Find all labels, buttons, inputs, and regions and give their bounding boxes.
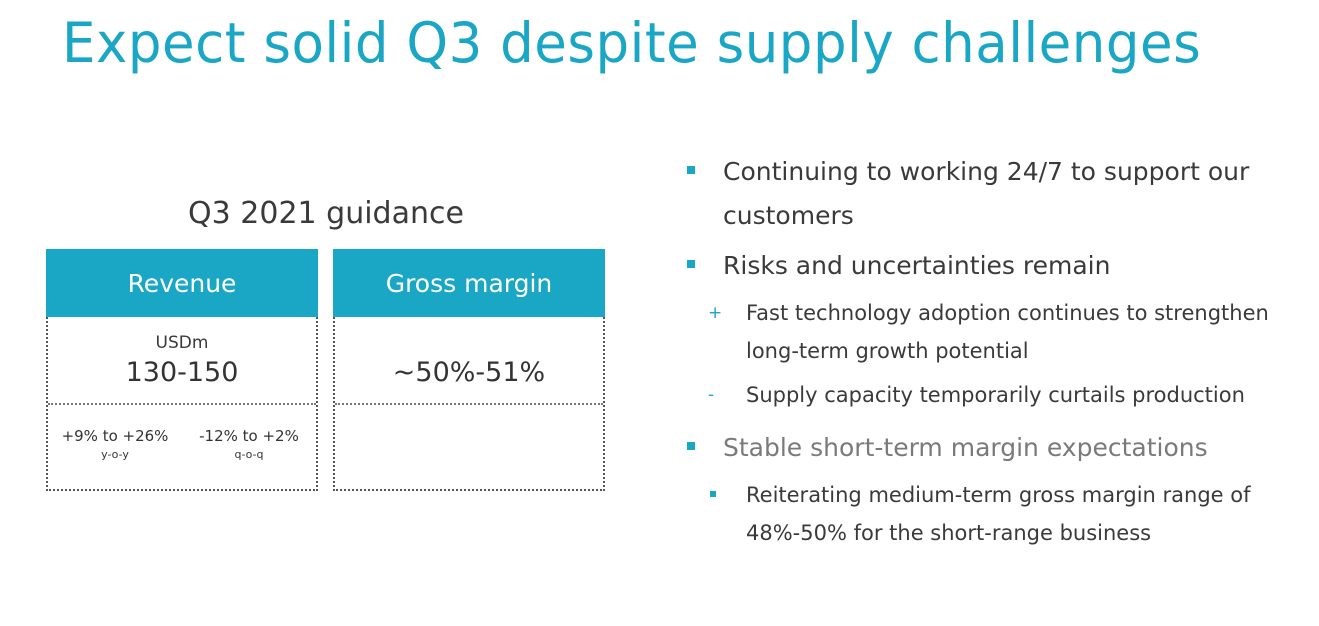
square-bullet-icon [687, 166, 695, 174]
bullet-item: Continuing to working 24/7 to support ou… [683, 150, 1303, 238]
revenue-value: 130-150 [125, 357, 239, 388]
small-square-bullet-icon [710, 491, 716, 497]
revenue-qoq-label: q-o-q [234, 448, 264, 461]
revenue-body: USDm 130-150 +9% to +26% y-o-y -12% to +… [46, 317, 318, 491]
gross-margin-divider [335, 403, 603, 405]
gross-margin-body: ~50%-51% [333, 317, 605, 491]
bullet-list: Continuing to working 24/7 to support ou… [683, 150, 1303, 558]
square-bullet-icon [687, 442, 695, 450]
bullet-text: Stable short-term margin expectations [723, 433, 1208, 462]
revenue-qoq: -12% to +2% q-o-q [184, 427, 314, 461]
sub-bullet-text: Supply capacity temporarily curtails pro… [746, 383, 1245, 407]
revenue-yoy-label: y-o-y [101, 448, 129, 461]
revenue-header: Revenue [46, 249, 318, 317]
sub-bullet-text: Reiterating medium-term gross margin ran… [746, 483, 1251, 545]
slide-title: Expect solid Q3 despite supply challenge… [62, 12, 1202, 76]
square-bullet-icon [687, 260, 695, 268]
revenue-yoy-value: +9% to +26% [61, 427, 169, 445]
plus-icon: + [708, 303, 723, 323]
revenue-yoy: +9% to +26% y-o-y [50, 427, 180, 461]
sub-bullet-item: + Fast technology adoption continues to … [683, 294, 1303, 370]
bullet-text: Risks and uncertainties remain [723, 251, 1111, 280]
bullet-item: Risks and uncertainties remain [683, 244, 1303, 288]
minus-icon: - [708, 385, 715, 405]
bullet-text: Continuing to working 24/7 to support ou… [723, 157, 1250, 230]
gross-margin-card: Gross margin ~50%-51% [333, 249, 605, 491]
revenue-unit: USDm [155, 333, 209, 353]
sub-bullet-item: - Supply capacity temporarily curtails p… [683, 376, 1303, 414]
sub-bullet-item: Reiterating medium-term gross margin ran… [683, 476, 1303, 552]
revenue-qoq-value: -12% to +2% [199, 427, 299, 445]
guidance-heading: Q3 2021 guidance [188, 196, 464, 231]
revenue-divider [48, 403, 316, 405]
sub-bullet-text: Fast technology adoption continues to st… [746, 301, 1269, 363]
revenue-card: Revenue USDm 130-150 +9% to +26% y-o-y -… [46, 249, 318, 491]
gross-margin-value: ~50%-51% [392, 357, 546, 388]
gross-margin-header: Gross margin [333, 249, 605, 317]
bullet-item: Stable short-term margin expectations [683, 426, 1303, 470]
